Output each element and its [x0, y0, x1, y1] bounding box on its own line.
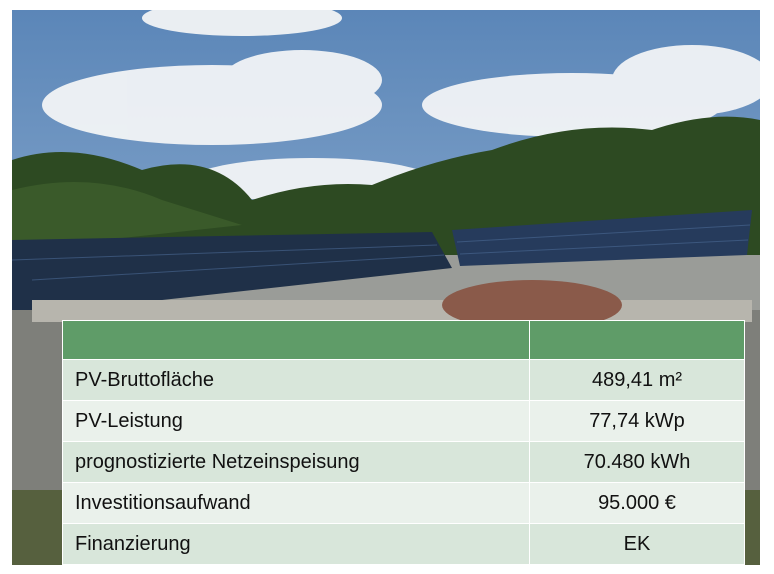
- page: PV-Bruttofläche489,41 m²PV-Leistung77,74…: [0, 0, 774, 574]
- row-label: PV-Leistung: [63, 401, 530, 442]
- table-header: [63, 321, 745, 360]
- row-label: Investitionsaufwand: [63, 483, 530, 524]
- row-label: PV-Bruttofläche: [63, 360, 530, 401]
- header-cell: [530, 321, 745, 360]
- row-label: prognostizierte Netzeinspeisung: [63, 442, 530, 483]
- row-label: Finanzierung: [63, 524, 530, 565]
- row-value: 489,41 m²: [530, 360, 745, 401]
- header-cell: [63, 321, 530, 360]
- row-value: 95.000 €: [530, 483, 745, 524]
- row-value: 77,74 kWp: [530, 401, 745, 442]
- row-value: EK: [530, 524, 745, 565]
- row-value: 70.480 kWh: [530, 442, 745, 483]
